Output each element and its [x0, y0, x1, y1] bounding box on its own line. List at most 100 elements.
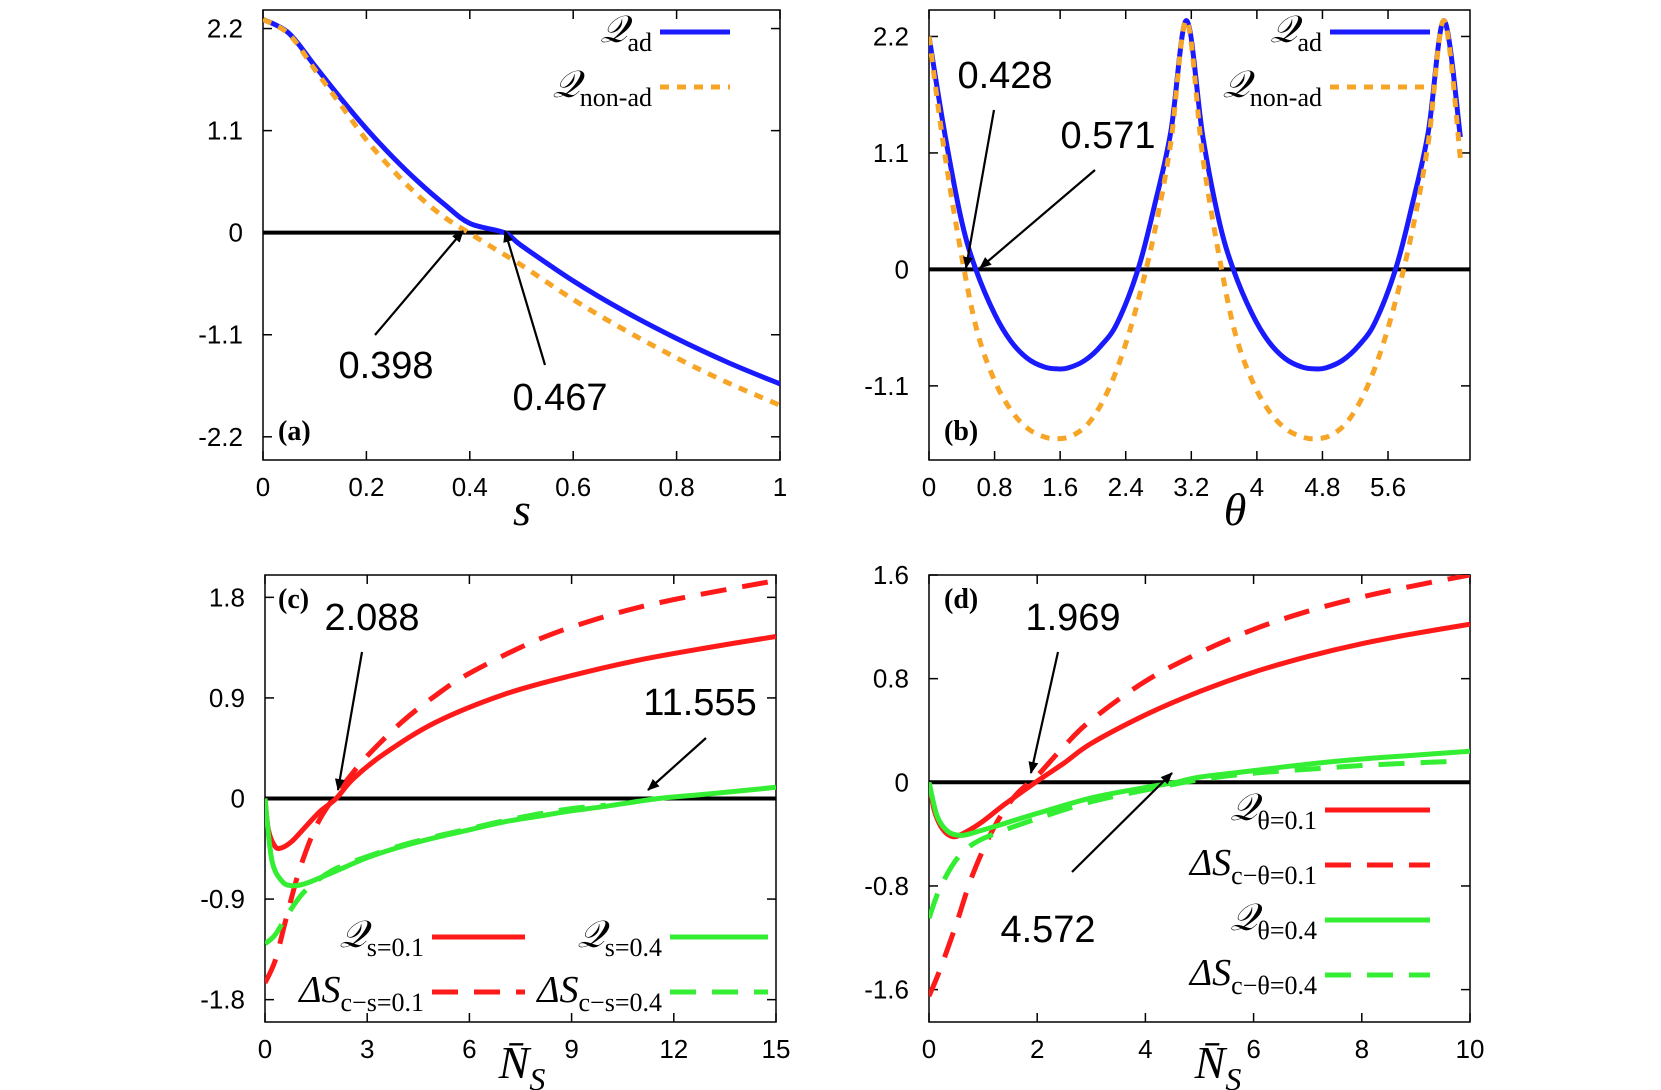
- legend: 𝒬θ=0.1 ΔSc−θ=0.1 𝒬θ=0.4 ΔSc−θ=0.4: [1188, 787, 1430, 1000]
- y-tick-label: -0.9: [200, 884, 245, 914]
- y-tick-label: 1.1: [207, 116, 243, 146]
- legend-label: 𝒬ad: [1270, 9, 1322, 57]
- legend-label: 𝒬θ=0.4: [1230, 897, 1317, 945]
- series-line-q-ad: [263, 17, 780, 387]
- series-line-q-s-0-4: [265, 784, 776, 889]
- x-tick-label: 3.2: [1173, 472, 1209, 502]
- panel-b: 0 0.8 1.6 2.4 3.2 4 4.8 5.6 2.2 1.1 0 -1.1 (b) θ 0.428…: [864, 9, 1471, 535]
- x-tick-label: 2: [1030, 1034, 1044, 1064]
- annotation-label: 11.555: [643, 682, 756, 724]
- legend-label: ΔSc−θ=0.1: [1188, 842, 1317, 890]
- x-tick-label: 6: [1246, 1034, 1260, 1064]
- panel-d: 0 2 4 6 8 10 1.6 0.8 0 -0.8 -1.6 (d) N̄S 1.969 4.572 𝒬θ…: [864, 560, 1484, 1090]
- x-tick-label: 3: [360, 1034, 374, 1064]
- legend: 𝒬ad 𝒬non-ad: [1223, 9, 1430, 112]
- annotation-arrow: [979, 169, 1096, 269]
- x-axis-label: θ: [1224, 484, 1247, 535]
- legend-label: ΔSc−s=0.4: [535, 969, 662, 1017]
- y-tick-label: 0.9: [209, 683, 245, 713]
- x-tick-label: 0.8: [976, 472, 1012, 502]
- legend: 𝒬ad 𝒬non-ad: [553, 9, 730, 112]
- annotation-arrow: [1071, 772, 1173, 873]
- y-tick-label: -0.8: [864, 871, 909, 901]
- x-tick-label: 10: [1456, 1034, 1485, 1064]
- series-line-q-theta-0-1: [929, 621, 1470, 840]
- panel-label: (a): [278, 416, 311, 447]
- y-tick-label: 1.8: [209, 582, 245, 612]
- y-tick-label: 0: [231, 784, 245, 814]
- annotation-label: 0.467: [512, 377, 607, 419]
- panel-label: (d): [944, 584, 978, 615]
- annotation-label: 1.969: [1025, 597, 1120, 639]
- legend-label: 𝒬ad: [600, 9, 652, 57]
- x-tick-label: 0: [922, 1034, 936, 1064]
- x-tick-label: 4.8: [1304, 472, 1340, 502]
- y-tick-label: 1.6: [873, 560, 909, 590]
- plot-frame: [928, 574, 1471, 1023]
- x-tick-label: 1: [773, 472, 787, 502]
- annotation-label: 4.572: [1000, 909, 1095, 951]
- annotation-arrow: [1028, 651, 1060, 774]
- panel-a: 0 0.2 0.4 0.6 0.8 1 2.2 1.1 0 -1.1 -2.2 (a) s 0.398 0.…: [198, 9, 787, 535]
- y-tick-label: -2.2: [198, 422, 243, 452]
- legend-label: ΔSc−θ=0.4: [1188, 952, 1317, 1000]
- legend-label: 𝒬non-ad: [1223, 64, 1323, 112]
- x-tick-label: 4: [1138, 1034, 1152, 1064]
- series-line-q-theta-0-4: [929, 748, 1470, 838]
- x-tick-label: 15: [762, 1034, 791, 1064]
- y-tick-label: 0: [895, 767, 909, 797]
- x-tick-label: 0: [258, 1034, 272, 1064]
- plot-frame: [928, 9, 1471, 461]
- legend-label: 𝒬s=0.4: [577, 914, 662, 962]
- annotation-label: 0.428: [957, 55, 1052, 97]
- y-tick-label: -1.8: [200, 985, 245, 1015]
- x-tick-label: 0: [922, 472, 936, 502]
- annotation-arrow: [374, 230, 464, 336]
- panel-label: (b): [944, 416, 978, 447]
- x-tick-label: 0.4: [452, 472, 488, 502]
- plot-frame: [262, 9, 781, 461]
- y-tick-label: 1.1: [873, 138, 909, 168]
- x-axis-label: N̄S: [498, 1037, 546, 1090]
- x-tick-label: 8: [1355, 1034, 1369, 1064]
- series-line-q-non-ad: [263, 17, 780, 408]
- y-tick-label: -1.1: [198, 320, 243, 350]
- panel-c: 0 3 6 9 12 15 1.8 0.9 0 -0.9 -1.8 (c) N̄S 2.088 11.555…: [200, 574, 791, 1090]
- series-line-ds-c-theta-0-4: [929, 759, 1449, 920]
- series-line-ds-c-s-0-4: [265, 802, 606, 946]
- y-tick-label: 0.8: [873, 664, 909, 694]
- x-tick-label: 6: [462, 1034, 476, 1064]
- x-tick-label: 5.6: [1370, 472, 1406, 502]
- y-tick-label: 2.2: [873, 21, 909, 51]
- y-tick-label: -1.6: [864, 975, 909, 1005]
- annotation-label: 0.398: [338, 345, 433, 387]
- series-line-ds-c-s-0-1: [265, 578, 776, 984]
- legend-label: 𝒬non-ad: [553, 64, 653, 112]
- x-axis-label: s: [513, 484, 531, 535]
- legend-label: 𝒬s=0.1: [339, 914, 424, 962]
- annotation-label: 0.571: [1060, 115, 1155, 157]
- x-tick-label: 4: [1250, 472, 1264, 502]
- x-axis-label: N̄S: [1194, 1037, 1242, 1090]
- x-tick-label: 0.2: [348, 472, 384, 502]
- annotation-label: 2.088: [324, 597, 419, 639]
- y-tick-label: 0: [895, 254, 909, 284]
- annotation-arrow: [962, 109, 996, 269]
- panel-label: (c): [278, 584, 309, 615]
- series-line-q-ad: [929, 18, 1463, 372]
- x-tick-label: 0.6: [555, 472, 591, 502]
- y-tick-label: -1.1: [864, 371, 909, 401]
- x-tick-label: 2.4: [1108, 472, 1144, 502]
- legend-label: ΔSc−s=0.1: [297, 969, 424, 1017]
- series-line-q-non-ad: [929, 18, 1463, 442]
- annotation-arrow: [647, 737, 707, 791]
- x-tick-label: 12: [659, 1034, 688, 1064]
- x-tick-label: 1.6: [1042, 472, 1078, 502]
- x-tick-label: 0.8: [659, 472, 695, 502]
- annotation-arrow: [503, 230, 547, 366]
- series-line-q-s-0-1: [265, 634, 776, 852]
- legend-label: 𝒬θ=0.1: [1230, 787, 1317, 835]
- series-line-ds-c-theta-0-1: [929, 575, 1470, 998]
- legend: 𝒬s=0.1 ΔSc−s=0.1 𝒬s=0.4 ΔSc−s=0.4: [297, 914, 768, 1017]
